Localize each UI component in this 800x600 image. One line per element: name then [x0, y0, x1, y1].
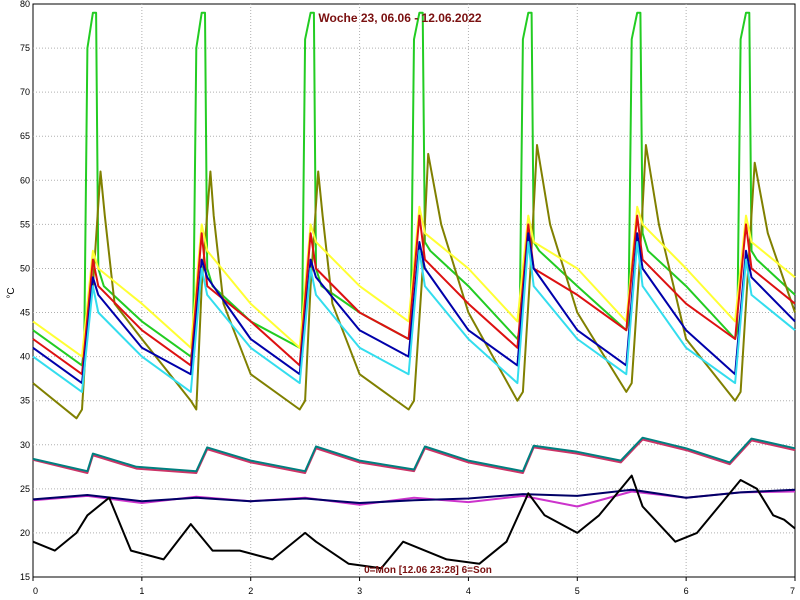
y-tick-label: 80 [20, 0, 30, 9]
series-line-4 [32, 214, 796, 376]
y-tick-label: 20 [20, 528, 30, 538]
chart-title: Woche 23, 06.06 - 12.06.2022 [318, 11, 482, 25]
y-tick-label: 55 [20, 219, 30, 229]
y-axis-label: °C [6, 287, 17, 298]
x-tick-label: 6 [684, 586, 689, 596]
x-tick-label: 5 [575, 586, 580, 596]
y-tick-label: 65 [20, 131, 30, 141]
series-line-5 [32, 232, 796, 385]
x-tick-label: 0 [33, 586, 38, 596]
y-tick-label: 35 [20, 396, 30, 406]
y-tick-labels: 15 20 25 30 35 40 45 50 55 60 65 70 75 80 [20, 0, 30, 582]
series-line-6 [32, 241, 796, 393]
y-tick-label: 40 [20, 352, 30, 362]
x-tick-label: 7 [790, 586, 795, 596]
series-line-7 [32, 490, 796, 508]
x-axis-caption: 0=Mon [12.06 23:28] 6=Son [364, 565, 492, 576]
series-line-3 [32, 205, 796, 358]
x-tick-label: 4 [466, 586, 471, 596]
y-tick-label: 50 [20, 263, 30, 273]
y-tick-label: 60 [20, 175, 30, 185]
x-tick-label: 2 [248, 586, 253, 596]
y-tick-label: 70 [20, 87, 30, 97]
x-tick-label: 1 [139, 586, 144, 596]
plot-border [32, 3, 796, 578]
series-line-11 [32, 436, 796, 473]
series-line-9 [32, 474, 796, 570]
x-tick-labels: 0 1 2 3 4 5 6 7 [32, 577, 796, 596]
y-tick-label: 75 [20, 43, 30, 53]
y-tick-label: 25 [20, 484, 30, 494]
x-tick-label: 3 [357, 586, 362, 596]
y-tick-label: 30 [20, 440, 30, 450]
series-line-2 [32, 144, 796, 420]
y-tick-label: 15 [20, 572, 30, 582]
y-tick-label: 45 [20, 308, 30, 318]
series-group [32, 11, 796, 570]
series-line-8 [32, 488, 796, 504]
